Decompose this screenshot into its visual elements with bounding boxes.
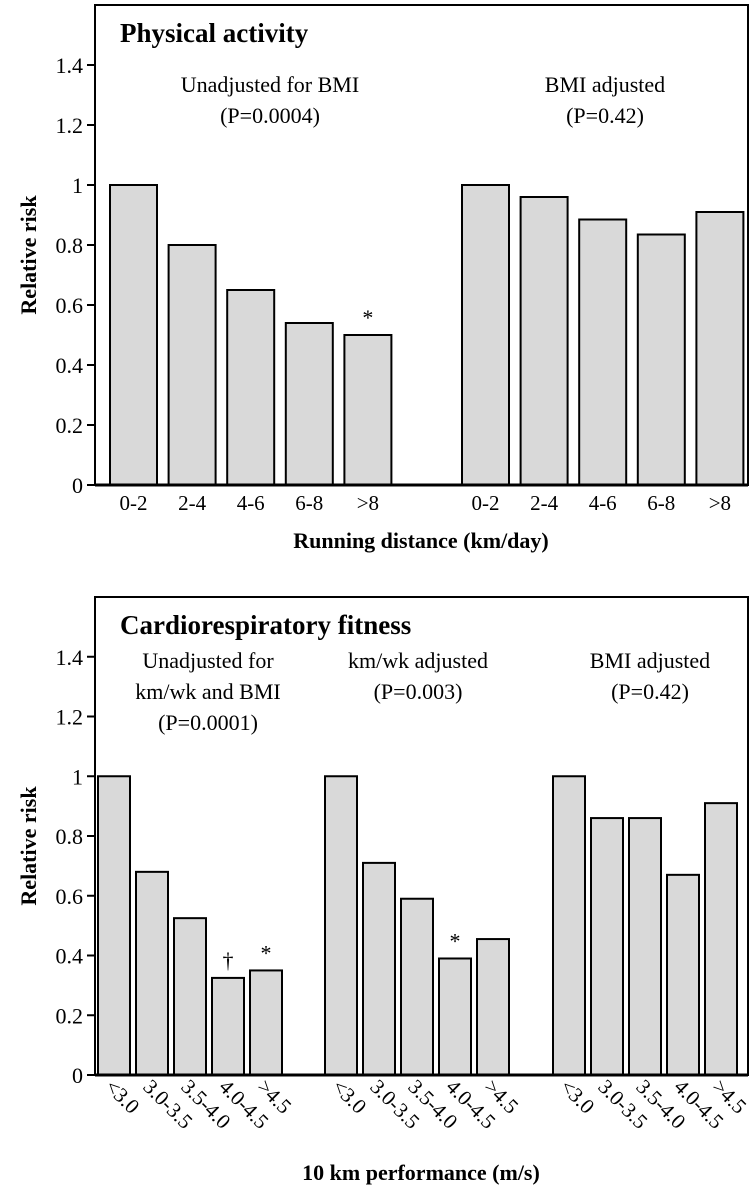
y-tick-label: 0.8 [56,824,84,849]
y-tick-label: 0 [72,1063,83,1088]
bar [362,861,396,1077]
x-tick-label: <3.0 [327,1075,371,1119]
group-label: (P=0.003) [374,679,463,704]
x-tick-label: 0-2 [120,491,148,515]
y-tick-label: 0.6 [56,293,84,318]
bar [249,969,283,1076]
y-tick-label: 0.4 [56,353,84,378]
group-label: Unadjusted for BMI [181,72,359,97]
y-axis-label: Relative risk [16,786,41,906]
bar [135,870,169,1076]
y-tick-label: 1 [72,173,83,198]
y-tick-label: 0.2 [56,1003,84,1028]
y-tick-label: 1.2 [56,113,84,138]
y-tick-label: 0.4 [56,944,84,969]
bar-marker: * [362,305,373,330]
bar [438,957,472,1076]
group-label: BMI adjusted [590,648,710,673]
bar [704,802,738,1076]
group-label: km/wk and BMI [135,679,280,704]
x-axis-label: Running distance (km/day) [293,528,549,553]
bar [461,184,510,486]
bar [476,938,510,1076]
x-axis-label: 10 km performance (m/s) [302,1160,540,1185]
group-label: Unadjusted for [142,648,274,673]
bar [578,218,628,486]
bar [324,775,358,1076]
x-tick-label: >8 [357,491,379,515]
x-tick-label: <3.0 [100,1075,144,1119]
bar [211,976,245,1076]
y-tick-label: 1.4 [56,645,84,670]
y-tick-label: 1 [72,764,83,789]
bar-marker: † [223,948,234,973]
y-tick-label: 0.2 [56,413,84,438]
group-label: (P=0.0004) [220,103,320,128]
bar [590,817,624,1076]
x-tick-label: 4-6 [237,491,265,515]
y-axis-label: Relative risk [16,195,41,315]
y-tick-label: 0 [72,473,83,498]
chart-title: Cardiorespiratory fitness [120,610,411,640]
bar [343,334,393,486]
bar [552,775,586,1076]
group-label: km/wk adjusted [348,648,488,673]
group-label: BMI adjusted [545,72,665,97]
x-tick-label: 4-6 [589,491,617,515]
group-label: (P=0.42) [611,679,689,704]
bar [519,196,569,486]
x-tick-label: 0-2 [472,491,500,515]
y-tick-label: 0.8 [56,233,84,258]
bar-marker: * [450,928,461,953]
bar [226,289,276,486]
x-tick-label: 2-4 [178,491,206,515]
x-tick-label: >8 [709,491,731,515]
bar [695,211,745,486]
bar [636,233,686,486]
bar [284,322,334,486]
group-label: (P=0.0001) [158,710,258,735]
y-tick-label: 0.6 [56,884,84,909]
x-tick-label: <3.0 [555,1075,599,1119]
bar [167,244,217,486]
x-tick-label: 6-8 [295,491,323,515]
chart-title: Physical activity [120,18,309,48]
bar [97,775,131,1076]
group-label: (P=0.42) [566,103,644,128]
x-tick-label: 6-8 [647,491,675,515]
y-tick-label: 1.2 [56,705,84,730]
bar [628,817,662,1076]
bar-marker: * [261,940,272,965]
bar [109,184,158,486]
bar [666,873,700,1077]
bar [173,917,207,1076]
x-tick-label: 2-4 [530,491,558,515]
bar [400,897,434,1076]
y-tick-label: 1.4 [56,53,84,78]
